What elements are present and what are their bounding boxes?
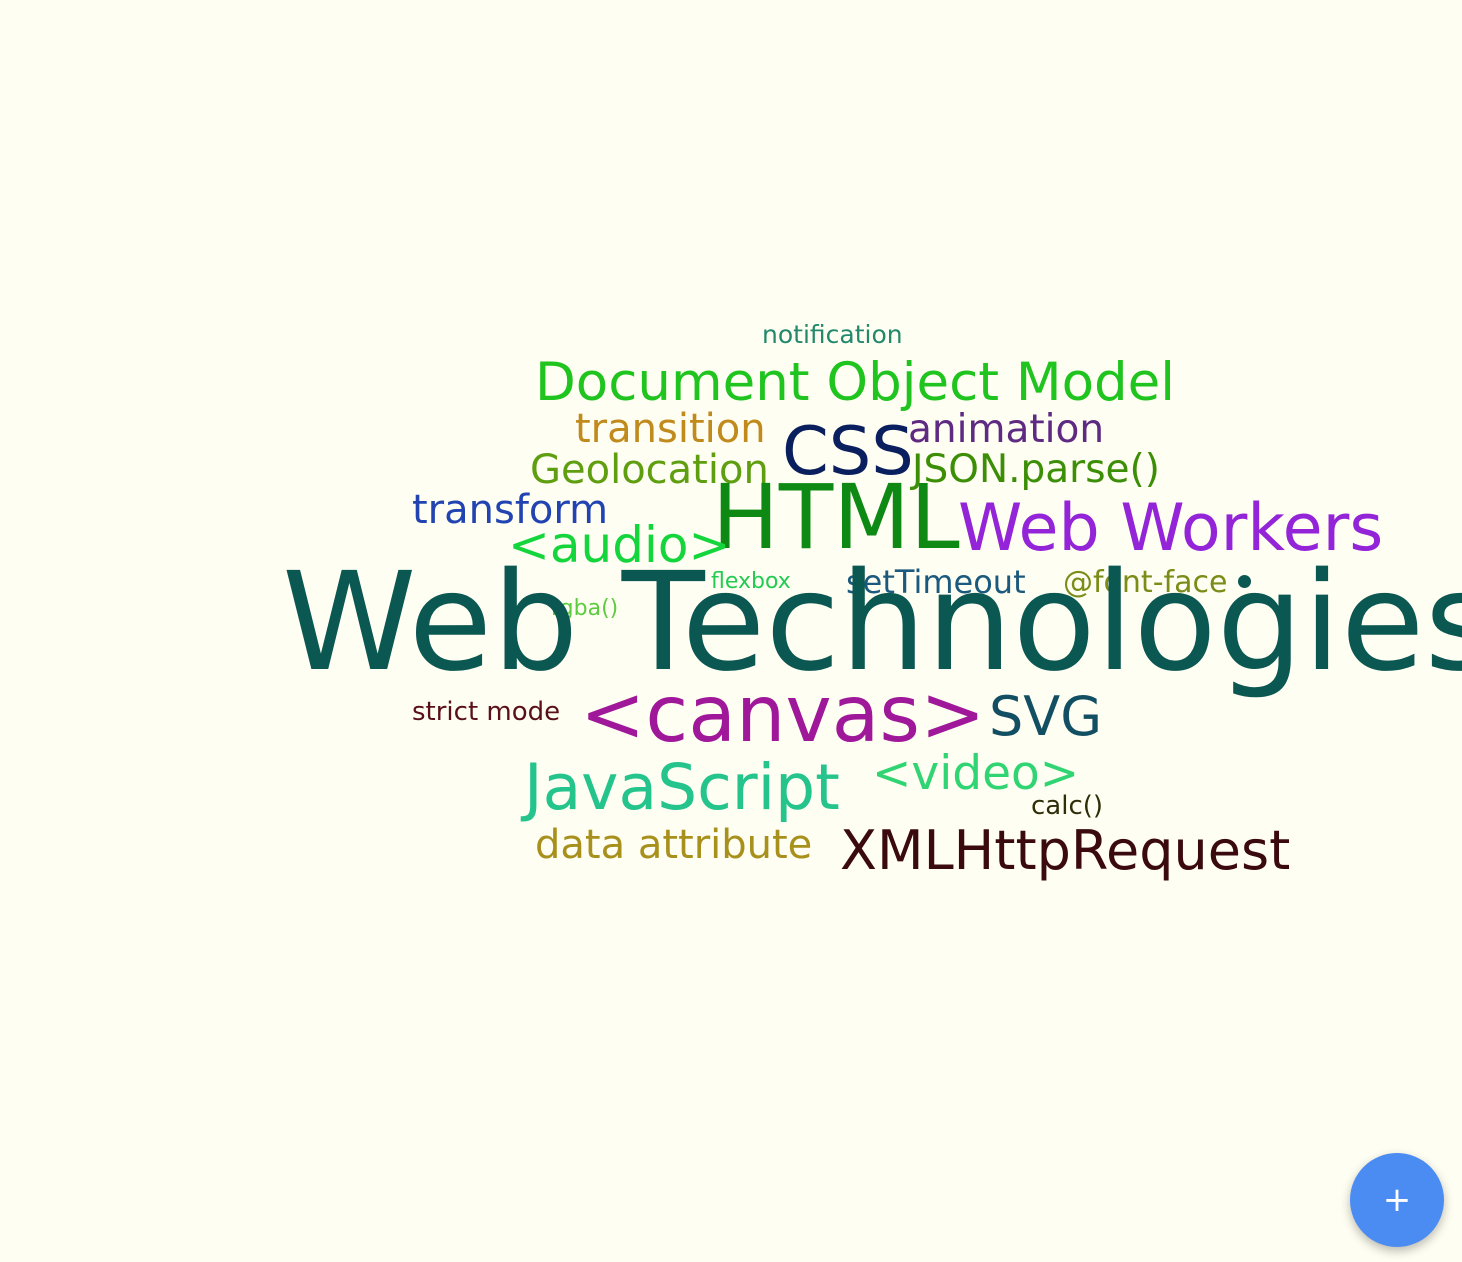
cloud-word: JSON.parse() bbox=[912, 447, 1160, 492]
bullet-dot bbox=[1238, 575, 1251, 588]
cloud-word: animation bbox=[908, 407, 1105, 452]
cloud-word: notification bbox=[762, 320, 903, 349]
cloud-word: transition bbox=[575, 406, 766, 452]
cloud-word: CSS bbox=[782, 412, 914, 490]
cloud-word: Document Object Model bbox=[535, 352, 1176, 413]
cloud-word: flexbox bbox=[711, 569, 791, 594]
cloud-word: XMLHttpRequest bbox=[840, 819, 1291, 882]
cloud-word: Geolocation bbox=[530, 447, 769, 493]
plus-icon: + bbox=[1382, 1180, 1412, 1220]
cloud-word: data attribute bbox=[535, 822, 813, 868]
cloud-word: Web Workers bbox=[958, 491, 1384, 566]
cloud-word: JavaScript bbox=[524, 751, 840, 824]
cloud-word: strict mode bbox=[412, 697, 561, 727]
cloud-word: SVG bbox=[989, 685, 1103, 748]
add-button[interactable]: + bbox=[1350, 1153, 1444, 1247]
cloud-word: <canvas> bbox=[580, 670, 986, 760]
cloud-word: transform bbox=[412, 487, 609, 533]
cloud-word: Web Technologies bbox=[282, 544, 1462, 702]
cloud-word: @font-face bbox=[1063, 565, 1228, 600]
cloud-word: setTimeout bbox=[846, 563, 1026, 601]
cloud-word: <video> bbox=[872, 746, 1080, 801]
cloud-word: calc() bbox=[1031, 791, 1104, 821]
cloud-word: rgba() bbox=[551, 596, 619, 621]
cloud-word: <audio> bbox=[508, 516, 731, 574]
cloud-word: HTML bbox=[712, 465, 960, 569]
